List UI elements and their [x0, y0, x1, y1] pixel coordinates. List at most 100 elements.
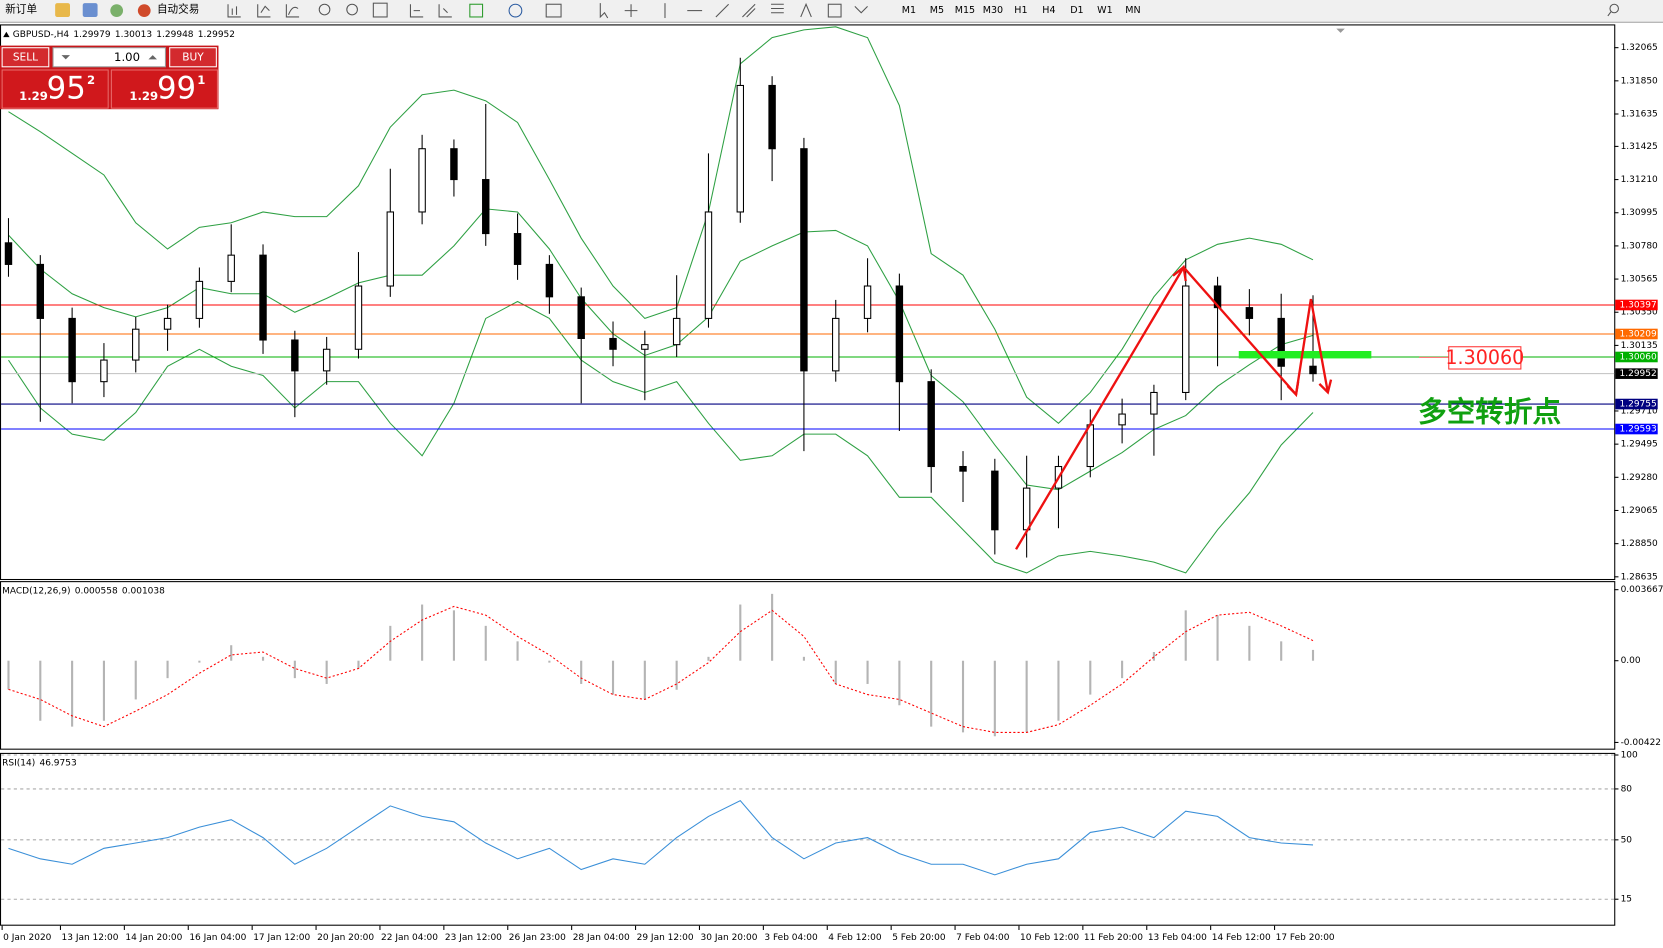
- time-label: 16 Jan 04:00: [189, 933, 246, 943]
- indicator-readout: 0.000558: [75, 586, 118, 596]
- y-tick-label: 100: [1621, 751, 1638, 761]
- time-label: 7 Feb 04:00: [956, 933, 1010, 943]
- y-tick-label: 0.003667: [1621, 585, 1663, 595]
- y-tick-label: 1.32065: [1621, 43, 1658, 53]
- y-tick-label: 1.28850: [1621, 539, 1658, 549]
- candle-body: [354, 285, 363, 350]
- y-tick-label: 1.29710: [1621, 406, 1658, 416]
- price-level-label: 1.29755: [1620, 400, 1657, 410]
- symbol-title: GBPUSD-,H4: [13, 29, 70, 39]
- y-tick-label: 80: [1621, 784, 1633, 794]
- lot-up[interactable]: [148, 55, 157, 60]
- candle-body: [100, 359, 108, 383]
- y-tick-label: 1.31850: [1621, 76, 1658, 86]
- price-level-tag: [1615, 398, 1658, 410]
- search-icon-handle: [1607, 11, 1612, 17]
- candle-body: [959, 465, 967, 472]
- candle-body: [1022, 487, 1031, 531]
- timeframe-button[interactable]: H1: [1014, 5, 1027, 16]
- timeframe-button[interactable]: M15: [955, 5, 975, 16]
- annotation-text: 多空转折点: [1418, 395, 1561, 429]
- rsi-chart: 100 80 50 15 RSI(14) 46.9753: [1, 751, 1638, 905]
- candle-body: [609, 337, 617, 350]
- time-label: 20 Jan 20:00: [317, 933, 374, 943]
- sell-button[interactable]: [1, 47, 50, 68]
- indicator-title: MACD(12,26,9): [2, 586, 70, 596]
- trend-arrows: [1015, 265, 1333, 550]
- time-label: 13 Feb 04:00: [1148, 933, 1207, 943]
- ohlc-readout: 1.29948: [156, 29, 193, 39]
- annotation-price: 1.30060: [1445, 347, 1524, 369]
- time-label: 22 Jan 04:00: [381, 933, 438, 943]
- bid-pips: 95: [47, 71, 86, 107]
- timeframe-button[interactable]: H4: [1042, 5, 1055, 16]
- y-tick-label: 1.30565: [1621, 275, 1658, 285]
- lot-down[interactable]: [61, 55, 70, 60]
- candle-body: [513, 233, 522, 265]
- time-label: 5 Feb 20:00: [892, 933, 946, 943]
- candle-body: [4, 242, 13, 265]
- bollinger-upper: [8, 26, 1314, 425]
- candle-body: [1309, 365, 1317, 375]
- candle-body: [991, 470, 999, 531]
- macd-signal: [8, 605, 1314, 733]
- candle-body: [1118, 413, 1126, 426]
- price-level-tag: [1615, 328, 1658, 340]
- candle-body: [291, 339, 299, 372]
- y-tick-label: 0.00: [1621, 656, 1641, 666]
- indicator-title: RSI(14): [2, 758, 35, 768]
- time-label: 4 Feb 12:00: [828, 933, 882, 943]
- candle-body: [450, 148, 458, 181]
- time-label: 10 Feb 12:00: [1020, 933, 1079, 943]
- candle-body: [132, 328, 140, 361]
- toolbar-icon[interactable]: [82, 3, 98, 17]
- candle-body: [227, 254, 235, 282]
- timeframe-button[interactable]: D1: [1070, 5, 1083, 16]
- candle-body: [1182, 285, 1190, 393]
- toolbar-tools[interactable]: [227, 2, 868, 19]
- price-chart: 1.32065 1.31850 1.31635 1.31425 1.31210 1.309…: [1, 26, 1658, 582]
- ask-box[interactable]: [110, 69, 218, 109]
- search-icon[interactable]: [1609, 3, 1619, 14]
- price-level-label: 1.30060: [1620, 352, 1657, 362]
- rsi-line: [8, 799, 1314, 876]
- timeframe-button[interactable]: M5: [930, 5, 944, 16]
- price-level-tag: [1615, 423, 1658, 435]
- bid-box[interactable]: [1, 69, 109, 109]
- candle-body: [36, 263, 45, 319]
- y-tick-label: 1.30780: [1621, 241, 1658, 251]
- timeframe-button[interactable]: W1: [1097, 5, 1113, 16]
- candle-body: [1150, 391, 1158, 415]
- y-tick-label: 1.29495: [1621, 440, 1658, 450]
- timeframe-button[interactable]: MN: [1125, 5, 1140, 16]
- y-tick-label: 1.30995: [1621, 208, 1658, 218]
- lot-value: 1.00: [114, 50, 140, 64]
- bid-big: 1.29: [19, 89, 48, 103]
- timeframe-button[interactable]: M30: [983, 5, 1003, 16]
- candle-body: [672, 317, 681, 346]
- new-order-button[interactable]: 新订单: [5, 3, 37, 16]
- buy-label: BUY: [182, 51, 204, 63]
- buy-button[interactable]: [169, 47, 217, 68]
- time-label: 26 Jan 23:00: [509, 933, 566, 943]
- trade-panel: SELL 1.00 BUY 1.29 95 2 1.29 99 1: [0, 45, 219, 110]
- candle-body: [545, 263, 554, 298]
- y-tick-label: 1.31210: [1621, 175, 1658, 185]
- timeframe-button[interactable]: M1: [902, 5, 916, 16]
- toolbar-icon[interactable]: [137, 4, 151, 17]
- candle-body: [386, 211, 395, 287]
- toolbar-icon[interactable]: [110, 4, 124, 17]
- bid-point: 2: [87, 73, 95, 87]
- price-level-tag: [1615, 299, 1658, 311]
- candle-body: [163, 317, 172, 330]
- candle-body: [832, 317, 840, 372]
- bollinger-middle: [8, 208, 1314, 491]
- y-tick-label: 1.31635: [1621, 110, 1658, 120]
- lot-input[interactable]: [52, 47, 166, 68]
- toolbar-icon[interactable]: [55, 3, 70, 17]
- auto-trading-button[interactable]: 自动交易: [157, 3, 199, 16]
- y-tick-label: 1.28635: [1621, 572, 1658, 582]
- ohlc-readout: 1.29952: [198, 29, 235, 39]
- price-level-label: 1.30397: [1620, 300, 1657, 310]
- indicator-header: RSI(14) 46.9753: [2, 758, 77, 768]
